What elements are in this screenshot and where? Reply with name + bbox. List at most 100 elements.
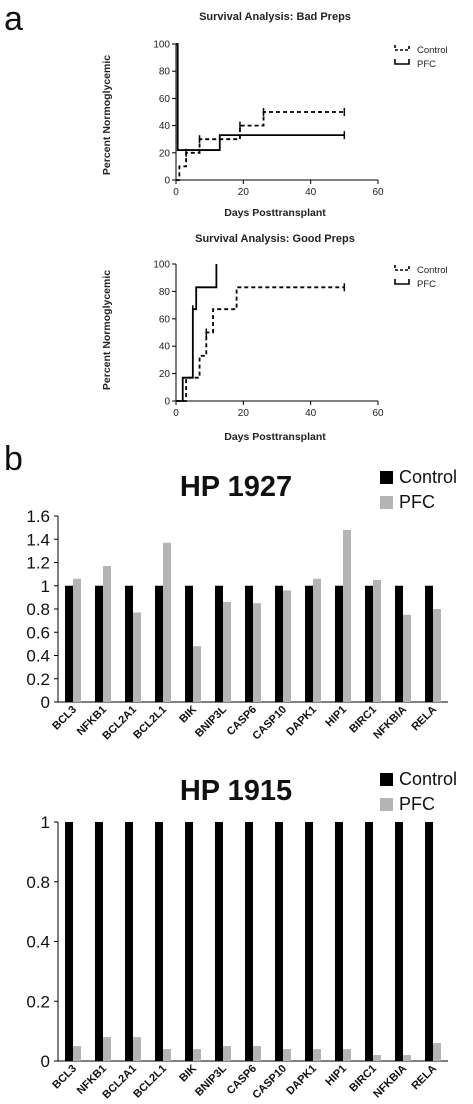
bar-control-casp6 (245, 585, 253, 702)
survival-chart-good-preps: Survival Analysis: Good Preps Percent No… (101, 233, 448, 443)
y-tick-label: 1.2 (26, 554, 50, 573)
legend-line-pfc (394, 279, 410, 285)
bar-control-rela (425, 585, 433, 702)
category-label: RELA (409, 704, 439, 734)
bar-pfc-casp6 (253, 603, 261, 702)
x-tick-label: 20 (238, 408, 250, 419)
bar-pfc-nfkbia (403, 1055, 411, 1061)
legend-label-pfc: PFC (399, 794, 435, 814)
legend-swatch-control (380, 471, 393, 484)
y-tick-label: 0.2 (26, 992, 50, 1011)
bar-pfc-birc1 (373, 579, 381, 702)
y-tick-label: 1.6 (26, 507, 50, 526)
bar-control-nfkb1 (95, 585, 103, 702)
survival-chart-bad-preps: Survival Analysis: Bad Preps Percent Nor… (101, 11, 448, 219)
bar-control-bcl3 (65, 822, 73, 1061)
bar-control-bcl2l1 (155, 822, 163, 1061)
bar-pfc-hip1 (343, 1049, 351, 1061)
category-label: BIK (177, 704, 199, 726)
legend-line-control (394, 265, 410, 271)
bar-pfc-nfkbia (403, 614, 411, 702)
bar-control-hip1 (335, 585, 343, 702)
x-tick-label: 60 (372, 187, 384, 198)
bar-pfc-birc1 (373, 1055, 381, 1061)
bar-pfc-casp6 (253, 1046, 261, 1061)
chart-title: HP 1927 (180, 471, 292, 503)
legend-label-pfc: PFC (417, 279, 436, 290)
bar-control-casp6 (245, 822, 253, 1061)
bar-control-hip1 (335, 822, 343, 1061)
legend-swatch-pfc (380, 798, 393, 811)
bar-pfc-bnip3l (223, 1046, 231, 1061)
y-tick-label: 1.4 (26, 530, 50, 549)
category-label: DAPK1 (284, 704, 319, 739)
y-tick-label: 0.2 (26, 670, 50, 689)
category-label: HIP1 (323, 704, 349, 730)
bar-pfc-bcl3 (73, 1046, 81, 1061)
chart-title: Survival Analysis: Good Preps (195, 233, 355, 245)
bar-control-bnip3l (215, 585, 223, 702)
y-tick-label: 0.4 (26, 933, 50, 952)
bar-control-nfkbia (395, 585, 403, 702)
panel-label-b: b (4, 440, 23, 478)
bar-control-nfkbia (395, 822, 403, 1061)
y-tick-label: 0 (41, 1052, 50, 1071)
x-axis-label: Days Posttransplant (224, 431, 326, 443)
legend-label-pfc: PFC (399, 492, 435, 512)
x-tick-label: 40 (305, 408, 317, 419)
bar-pfc-bcl2a1 (133, 612, 141, 702)
series-line-control (176, 286, 345, 402)
y-tick-label: 40 (159, 121, 171, 132)
category-label: NFKBIA (371, 704, 409, 742)
bar-pfc-bcl3 (73, 578, 81, 702)
legend-label-control: Control (399, 769, 457, 789)
legend-line-control (394, 45, 410, 51)
legend-label-pfc: PFC (417, 59, 436, 70)
series-line-pfc (176, 43, 345, 151)
bar-pfc-bnip3l (223, 602, 231, 702)
y-tick-label: 100 (153, 260, 170, 271)
bar-pfc-rela (433, 609, 441, 702)
bar-chart-hp1927: HP 1927 00.20.40.60.811.21.41.6BCL3NFKB1… (26, 467, 457, 742)
bar-pfc-bik (193, 646, 201, 702)
chart-title: Survival Analysis: Bad Preps (199, 11, 351, 23)
x-tick-label: 0 (173, 408, 179, 419)
bar-control-casp10 (275, 822, 283, 1061)
bar-pfc-nfkb1 (103, 1037, 111, 1061)
legend-swatch-pfc (380, 496, 393, 509)
y-tick-label: 0.4 (26, 647, 50, 666)
bar-control-bcl2a1 (125, 585, 133, 702)
category-label: BIK (177, 1063, 199, 1085)
bar-control-bcl2a1 (125, 822, 133, 1061)
bar-pfc-bcl2l1 (163, 1049, 171, 1061)
category-label: BNIP3L (193, 1062, 229, 1098)
series-line-control (176, 111, 345, 181)
bar-control-bik (185, 822, 193, 1061)
x-tick-label: 20 (238, 187, 250, 198)
category-label: BCL2L1 (131, 1063, 169, 1101)
bar-pfc-nfkb1 (103, 565, 111, 702)
y-tick-label: 0 (41, 693, 50, 712)
y-tick-label: 100 (153, 40, 170, 51)
bar-pfc-bcl2a1 (133, 1037, 141, 1061)
legend-label-control: Control (417, 265, 448, 276)
bar-control-birc1 (365, 585, 373, 702)
bar-pfc-dapk1 (313, 1049, 321, 1061)
y-tick-label: 0 (164, 176, 170, 187)
x-tick-label: 40 (305, 187, 317, 198)
category-label: HIP1 (323, 1063, 349, 1089)
bar-control-nfkb1 (95, 822, 103, 1061)
legend-label-control: Control (399, 467, 457, 487)
x-tick-label: 60 (372, 408, 384, 419)
bar-pfc-rela (433, 1043, 441, 1061)
y-tick-label: 20 (159, 369, 171, 380)
y-tick-label: 80 (159, 67, 171, 78)
chart-title: HP 1915 (180, 775, 292, 807)
x-axis-label: Days Posttransplant (224, 207, 326, 219)
category-label: NFKBIA (371, 1063, 409, 1101)
bar-control-bnip3l (215, 822, 223, 1061)
bar-pfc-dapk1 (313, 578, 321, 702)
bar-pfc-hip1 (343, 529, 351, 702)
panel-label-a: a (4, 0, 23, 38)
